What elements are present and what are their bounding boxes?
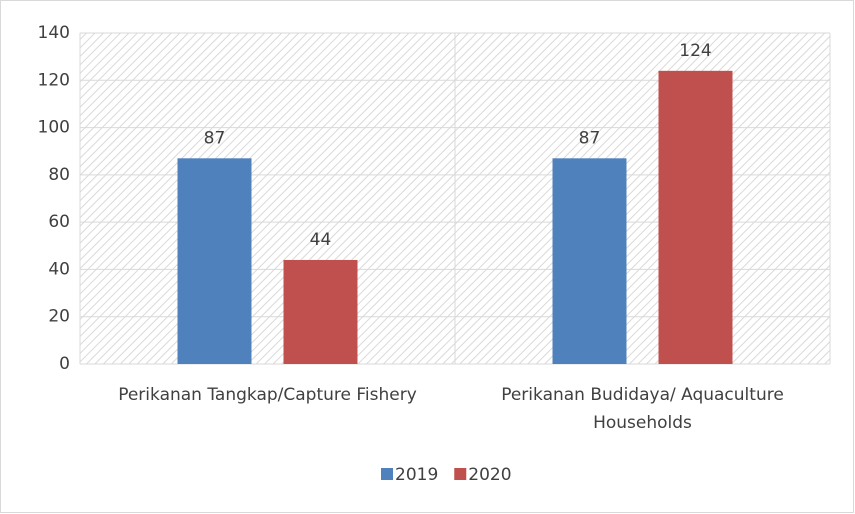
y-tick-label: 40 [48, 259, 70, 279]
y-tick-label: 0 [59, 354, 70, 374]
y-tick-label: 20 [48, 307, 70, 327]
data-label: 87 [204, 128, 226, 148]
legend-label: 2019 [395, 465, 438, 485]
legend-swatch [454, 468, 467, 480]
y-tick-label: 80 [48, 165, 70, 185]
y-tick-label: 60 [48, 212, 70, 232]
y-tick-label: 140 [38, 23, 70, 43]
bar [283, 259, 358, 364]
y-tick-label: 120 [38, 70, 70, 90]
y-tick-label: 100 [38, 118, 70, 138]
legend-label: 2020 [468, 465, 511, 485]
bar [177, 158, 252, 364]
bar [658, 70, 733, 364]
bar [552, 158, 627, 364]
data-label: 87 [579, 128, 601, 148]
x-tick-label: Perikanan Tangkap/Capture Fishery [118, 385, 417, 405]
legend-swatch [381, 468, 393, 480]
data-label: 124 [679, 41, 711, 61]
data-label: 44 [310, 230, 332, 250]
x-tick-label: Perikanan Budidaya/ Aquaculture Household… [501, 385, 784, 433]
